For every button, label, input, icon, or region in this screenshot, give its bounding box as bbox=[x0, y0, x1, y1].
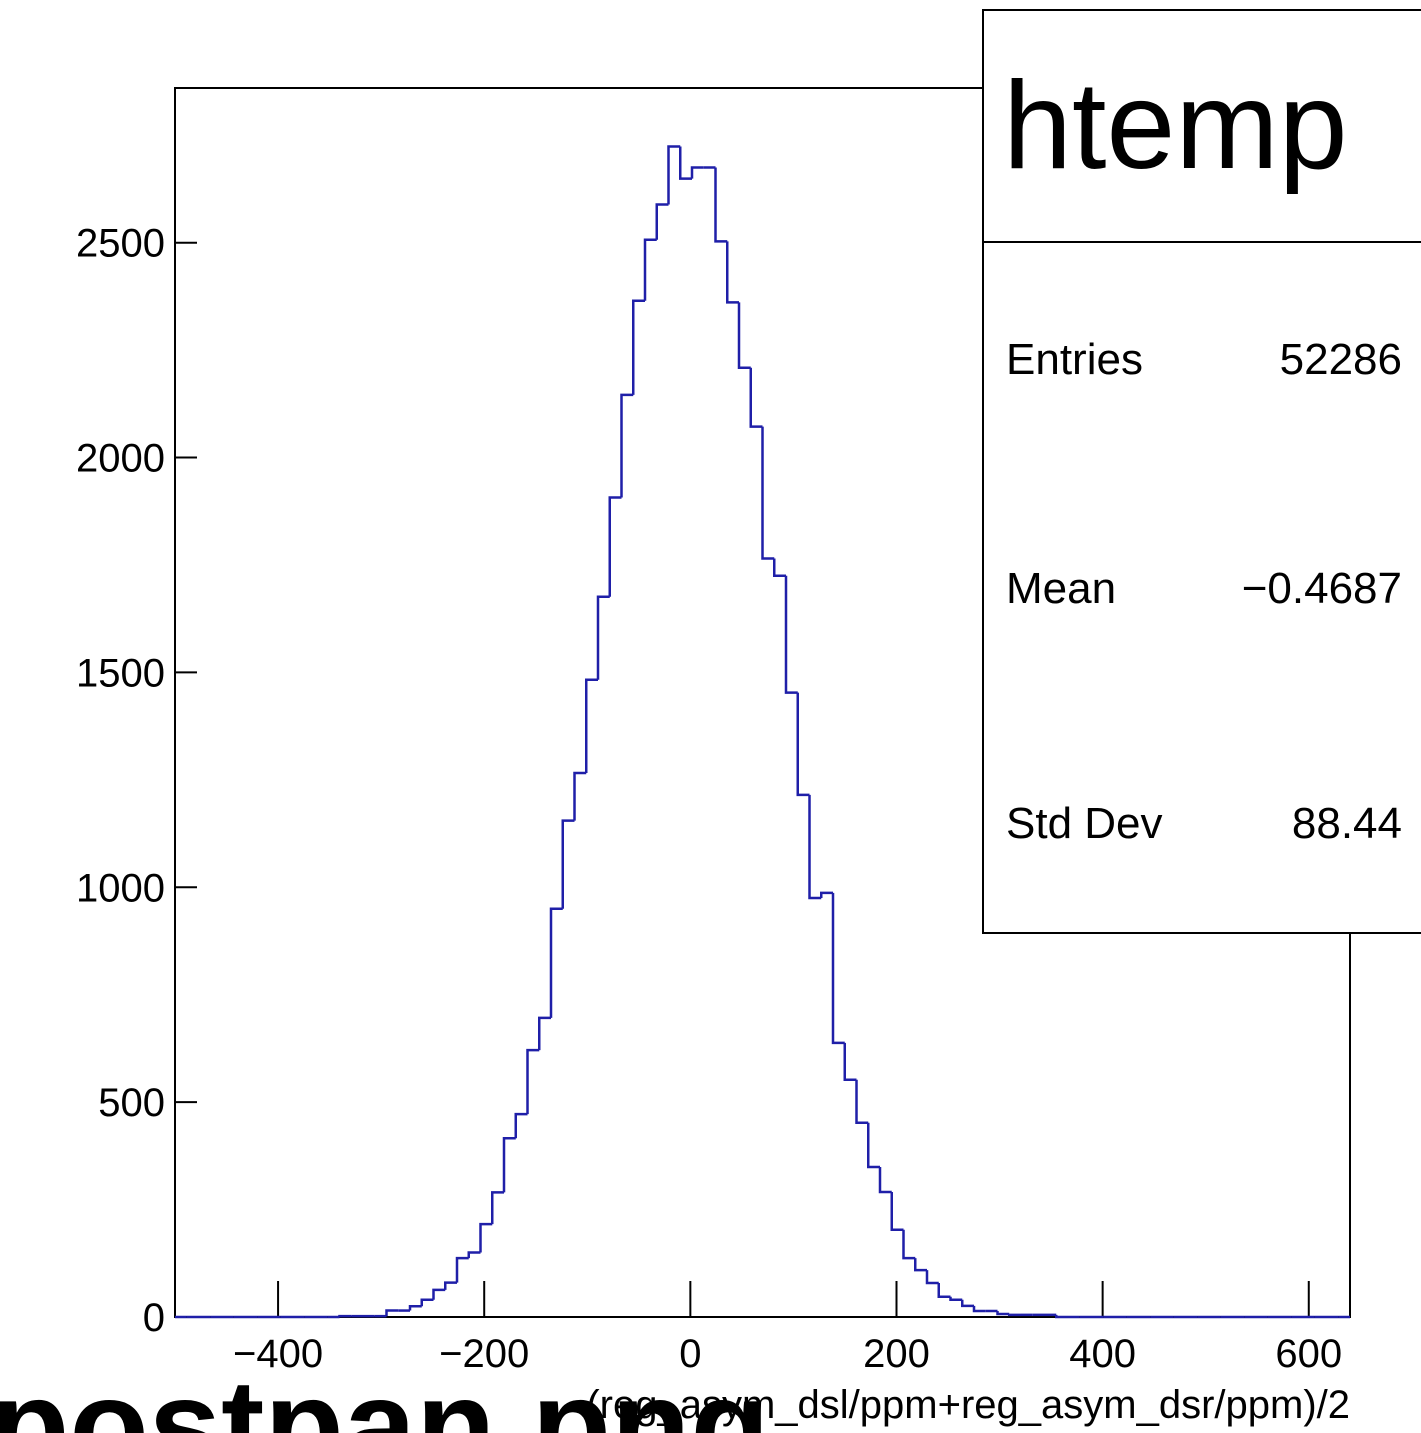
stats-label: Mean bbox=[1006, 564, 1116, 613]
histogram-bin bbox=[338, 1314, 352, 1318]
histogram-bin bbox=[761, 426, 775, 560]
histogram-bin bbox=[737, 302, 751, 369]
histogram-bin bbox=[643, 238, 657, 301]
histogram-bin bbox=[655, 203, 669, 240]
histogram-bin bbox=[491, 1191, 504, 1225]
histogram-bin bbox=[455, 1256, 469, 1283]
histogram-bin bbox=[632, 299, 645, 395]
y-tick-label: 0 bbox=[143, 1296, 165, 1340]
histogram-bin bbox=[831, 892, 845, 1045]
histogram-bin bbox=[620, 393, 634, 498]
histogram-bin bbox=[890, 1191, 904, 1232]
histogram-bin bbox=[784, 575, 798, 694]
histogram-bin bbox=[820, 891, 833, 899]
histogram-bin bbox=[714, 167, 728, 243]
histogram-bin bbox=[878, 1167, 892, 1194]
histogram-bin bbox=[385, 1309, 399, 1317]
histogram-bin bbox=[608, 496, 622, 597]
histogram-bin bbox=[843, 1042, 857, 1082]
y-tick-label: 2000 bbox=[76, 437, 165, 481]
histogram-bin bbox=[808, 794, 822, 900]
histogram-bin bbox=[526, 1048, 540, 1115]
histogram-bin bbox=[796, 692, 810, 797]
histogram-bin bbox=[961, 1299, 974, 1308]
histogram-bin bbox=[690, 166, 704, 179]
histogram-bin bbox=[573, 771, 587, 821]
histogram-bin bbox=[996, 1310, 1010, 1316]
stats-value: 88.44 bbox=[1292, 799, 1402, 848]
stats-title: htemp bbox=[1003, 57, 1348, 195]
histogram-bin bbox=[538, 1016, 551, 1051]
y-tick-label: 2500 bbox=[76, 222, 165, 266]
x-tick-label: 600 bbox=[1275, 1332, 1342, 1376]
histogram-bin bbox=[549, 907, 563, 1018]
y-tick-label: 1000 bbox=[76, 866, 165, 910]
y-tick-label: 1500 bbox=[76, 651, 165, 695]
histogram-bin bbox=[432, 1288, 446, 1300]
y-tick-label: 500 bbox=[98, 1081, 165, 1125]
histogram-bin bbox=[679, 146, 692, 180]
histogram-bin bbox=[855, 1079, 869, 1125]
stats-label: Std Dev bbox=[1006, 799, 1163, 848]
histogram-bin bbox=[902, 1229, 916, 1260]
x-axis-label: (reg_asym_dsl/ppm+reg_asym_dsr/ppm)/2 bbox=[586, 1383, 1350, 1427]
x-tick-label: 0 bbox=[679, 1332, 701, 1376]
histogram-bin bbox=[408, 1305, 422, 1311]
histogram-bin bbox=[972, 1305, 986, 1313]
x-tick-label: −200 bbox=[439, 1332, 529, 1376]
histogram-bin bbox=[502, 1136, 516, 1193]
histogram-bin bbox=[1008, 1313, 1021, 1317]
stats-value: 52286 bbox=[1280, 335, 1402, 384]
histogram-bin bbox=[937, 1283, 951, 1299]
histogram-bin bbox=[444, 1281, 457, 1290]
histogram-bin bbox=[467, 1251, 481, 1259]
histogram-bin bbox=[561, 819, 575, 909]
x-tick-label: 400 bbox=[1069, 1332, 1136, 1376]
histogram-bin bbox=[1055, 1314, 1068, 1319]
histogram-bin bbox=[925, 1270, 939, 1285]
histogram-bin bbox=[667, 145, 681, 205]
histogram-bin bbox=[514, 1112, 528, 1139]
histogram-bin bbox=[867, 1122, 880, 1169]
histogram-bin bbox=[773, 558, 786, 577]
overlay-annotation: postpan.png bbox=[0, 1352, 770, 1433]
histogram-bin bbox=[914, 1258, 927, 1272]
stats-box: htemp Entries 52286 Mean −0.4687 Std Dev 88.4… bbox=[982, 9, 1421, 934]
histogram-bin bbox=[749, 367, 763, 428]
stats-value: −0.4687 bbox=[1242, 564, 1402, 613]
histogram-bin bbox=[420, 1298, 434, 1307]
stats-frame bbox=[982, 9, 1421, 934]
histogram-bin bbox=[949, 1296, 963, 1302]
x-tick-label: −400 bbox=[233, 1332, 323, 1376]
histogram-bin bbox=[479, 1222, 493, 1253]
stats-label: Entries bbox=[1006, 335, 1143, 384]
x-tick-label: 200 bbox=[863, 1332, 930, 1376]
histogram-bin bbox=[726, 241, 739, 304]
histogram-bin bbox=[585, 678, 598, 773]
histogram-bin bbox=[596, 595, 610, 680]
